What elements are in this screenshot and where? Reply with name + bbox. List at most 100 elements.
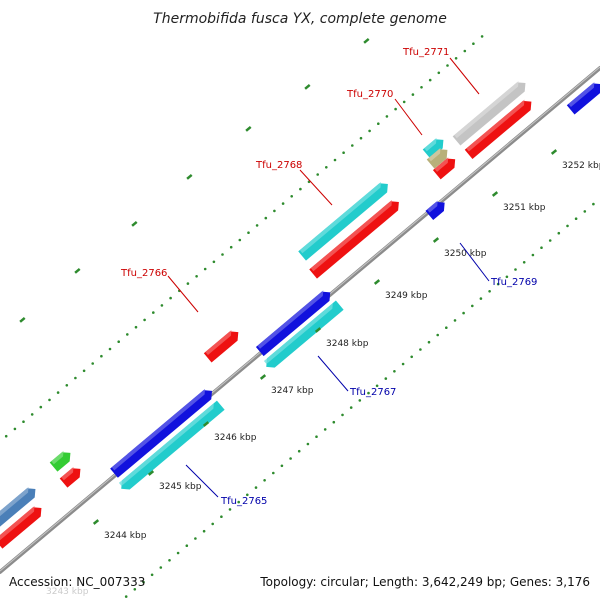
gene-body — [426, 149, 448, 169]
gene-leader-line — [449, 57, 480, 95]
kbp-tick-label: 3249 kbp — [385, 291, 428, 301]
kbp-tick-mark — [314, 327, 322, 333]
tick-dot — [377, 122, 380, 125]
gene-feature — [452, 81, 526, 146]
tick-dot — [124, 595, 128, 598]
tick-dot — [290, 195, 294, 198]
tick-dot — [557, 231, 561, 235]
gene-highlight — [51, 450, 64, 465]
tick-dot — [281, 202, 285, 205]
kbp-tick-mark-upper — [245, 125, 252, 132]
gene-leader-line — [167, 275, 199, 313]
tick-dot — [574, 217, 578, 220]
tick-dot — [315, 435, 318, 439]
gene-label-tfu_2767: Tfu_2767 — [349, 387, 396, 398]
gene-highlight — [428, 147, 441, 162]
tick-dot — [359, 136, 363, 140]
tick-dot — [117, 340, 120, 344]
tick-dot — [462, 311, 465, 315]
gene-feature — [464, 99, 532, 159]
tick-dot — [496, 282, 500, 286]
gene-highlight — [61, 466, 74, 481]
tick-dot — [228, 508, 232, 511]
gene-label-tfu_2769: Tfu_2769 — [490, 277, 537, 288]
gene-label-tfu_2768: Tfu_2768 — [255, 160, 302, 171]
gene-body — [432, 158, 456, 180]
tick-dot — [186, 282, 190, 285]
gene-body — [110, 390, 213, 478]
kbp-tick-label: 3252 kbp — [562, 161, 600, 171]
gene-feature — [118, 400, 225, 490]
gene-leader-line — [317, 355, 349, 392]
gene-body — [121, 400, 225, 490]
kbp-tick-label: 3250 kbp — [444, 249, 487, 259]
tick-dot — [247, 231, 250, 234]
tick-dot — [169, 296, 172, 300]
gene-feature — [426, 147, 448, 169]
gene-highlight — [0, 505, 35, 542]
feature-layer — [0, 81, 600, 549]
tick-dot — [254, 486, 258, 489]
tick-dot — [367, 391, 370, 395]
tick-dot — [133, 588, 137, 591]
kbp-tick-label: 3247 kbp — [271, 386, 314, 396]
gene-body — [452, 82, 526, 146]
kbp-tick-mark — [147, 470, 155, 476]
gene-feature — [432, 157, 456, 180]
tick-dot — [325, 166, 328, 169]
tick-dot — [272, 471, 275, 475]
gene-label-tfu_2770: Tfu_2770 — [346, 89, 393, 100]
kbp-tick-mark — [259, 374, 267, 380]
gene-highlight — [111, 388, 206, 471]
gene-body — [425, 201, 445, 221]
gene-feature — [0, 486, 36, 530]
gene-body — [266, 300, 344, 368]
gene-body — [309, 201, 399, 279]
gene-feature — [110, 388, 213, 478]
gene-highlight — [466, 99, 525, 152]
gene-highlight — [424, 137, 437, 152]
tick-dot — [316, 173, 320, 176]
tick-dot — [437, 71, 441, 75]
kbp-tick-mark — [202, 421, 210, 427]
upper-dot-line — [4, 35, 484, 438]
tick-dot — [264, 216, 268, 220]
tick-dot — [411, 93, 415, 96]
gene-label-tfu_2771: Tfu_2771 — [402, 47, 449, 58]
tick-dot — [471, 304, 474, 308]
tick-dot — [384, 377, 388, 380]
tick-dot — [280, 464, 284, 468]
tick-dot — [246, 493, 249, 497]
tick-dot — [4, 434, 8, 438]
topology-text: Topology: circular; Length: 3,642,249 bp… — [259, 575, 590, 589]
tick-dot — [238, 238, 242, 242]
tick-dot — [480, 35, 484, 38]
tick-dot — [152, 311, 155, 314]
tick-dot — [160, 304, 164, 307]
tick-dot — [211, 522, 214, 526]
gene-body — [255, 291, 331, 357]
tick-dot — [446, 64, 449, 67]
tick-dot — [393, 370, 396, 373]
tick-dot — [349, 406, 353, 409]
kbp-tick-mark — [432, 237, 440, 243]
tick-dot — [472, 42, 475, 45]
gene-feature — [425, 200, 445, 221]
kbp-tick-label: 3245 kbp — [159, 482, 202, 492]
tick-dot — [368, 129, 371, 133]
tick-dot-lines — [4, 35, 595, 598]
tick-dot — [150, 573, 154, 577]
gene-feature — [255, 290, 331, 357]
tick-dot — [229, 245, 233, 249]
gene-body — [422, 139, 444, 159]
tick-dot — [410, 355, 414, 359]
tick-dot — [91, 362, 94, 365]
tick-dot — [333, 158, 337, 162]
tick-dot — [514, 268, 517, 271]
tick-dot — [445, 326, 448, 330]
tick-dot — [168, 559, 171, 562]
gene-body — [203, 331, 239, 363]
tick-dot — [39, 405, 43, 409]
gene-body — [59, 468, 81, 488]
gene-leader-line — [394, 98, 423, 136]
